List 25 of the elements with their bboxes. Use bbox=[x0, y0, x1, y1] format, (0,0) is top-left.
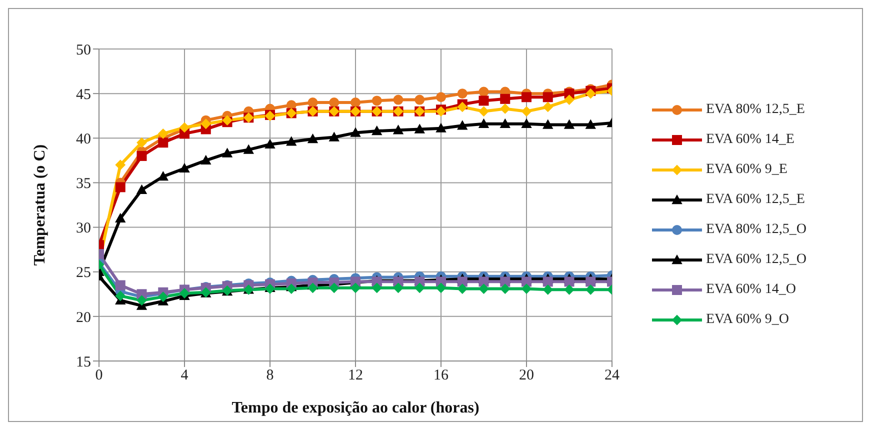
y-tick-label: 50 bbox=[76, 42, 91, 58]
legend-label: EVA 80% 12,5_E bbox=[706, 102, 805, 118]
y-tick-label: 35 bbox=[76, 176, 91, 192]
y-tick-label: 20 bbox=[76, 310, 91, 326]
y-tick-label: 25 bbox=[76, 265, 91, 282]
y-tick-label: 30 bbox=[76, 220, 91, 237]
y-tick-label: 45 bbox=[76, 86, 91, 103]
legend-label: EVA 60% 12,5_E bbox=[706, 192, 805, 208]
y-axis-title: Temperatua (o C) bbox=[32, 144, 49, 266]
x-tick-label: 12 bbox=[348, 368, 363, 384]
x-tick-label: 8 bbox=[266, 368, 274, 384]
x-tick-label: 20 bbox=[519, 368, 534, 384]
y-tick-label: 15 bbox=[76, 354, 91, 370]
legend-label: EVA 60% 14_O bbox=[706, 282, 796, 298]
x-tick-label: 16 bbox=[434, 368, 449, 384]
x-tick-label: 24 bbox=[604, 368, 620, 384]
x-tick-label: 0 bbox=[95, 368, 103, 384]
legend-label: EVA 60% 9_E bbox=[706, 162, 788, 178]
legend-label: EVA 60% 9_O bbox=[706, 312, 789, 328]
legend-label: EVA 60% 14_E bbox=[706, 132, 794, 148]
legend-label: EVA 80% 12,5_O bbox=[706, 222, 806, 238]
x-axis-title: Tempo de exposição ao calor (horas) bbox=[232, 399, 480, 416]
x-tick-label: 4 bbox=[180, 368, 189, 384]
legend-label: EVA 60% 12,5_O bbox=[706, 252, 806, 268]
y-tick-label: 40 bbox=[76, 131, 91, 148]
